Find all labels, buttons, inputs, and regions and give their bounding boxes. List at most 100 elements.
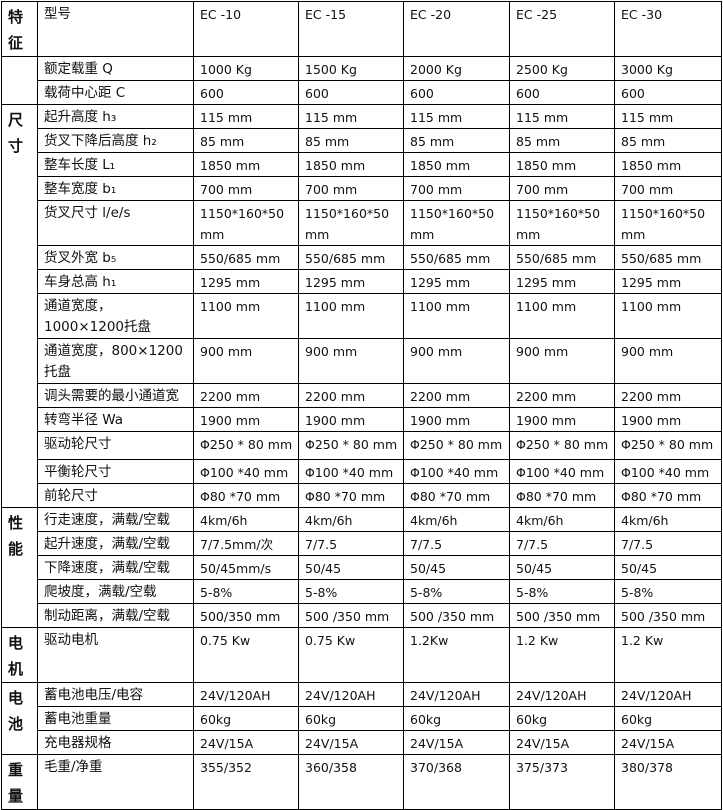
group-label: 性能	[1, 507, 38, 628]
spec-value: 24V/15A	[193, 730, 299, 755]
row-label: 额定载重 Q	[37, 56, 194, 81]
spec-value: 700 mm	[298, 176, 404, 201]
spec-value: 4km/6h	[509, 507, 615, 532]
spec-value: 5-8%	[193, 579, 299, 604]
spec-value: 1.2 Kw	[614, 627, 722, 683]
spec-value: 1295 mm	[614, 269, 722, 294]
spec-value: 60kg	[193, 706, 299, 731]
spec-value: Φ100 *40 mm	[509, 459, 615, 484]
spec-value: 1150*160*50 mm	[298, 200, 404, 246]
spec-value: 900 mm	[298, 338, 404, 384]
group-label: 尺寸	[1, 104, 38, 508]
group-label	[1, 56, 38, 105]
spec-value: 7/7.5	[614, 531, 722, 556]
row-label: 货叉尺寸 l/e/s	[37, 200, 194, 246]
spec-value: 1000 Kg	[193, 56, 299, 81]
spec-value: 85 mm	[403, 128, 510, 153]
spec-value: 360/358	[298, 754, 404, 810]
spec-value: 1850 mm	[403, 152, 510, 177]
table-row: 货叉下降后高度 h₂ 85 mm 85 mm 85 mm 85 mm 85 mm	[2, 128, 722, 153]
spec-value: 60kg	[509, 706, 615, 731]
spec-value: 550/685 mm	[509, 245, 615, 270]
spec-value: Φ100 *40 mm	[614, 459, 722, 484]
spec-value: 60kg	[298, 706, 404, 731]
group-label: 重量	[1, 754, 38, 810]
spec-value: 1900 mm	[298, 407, 404, 432]
row-label: 调头需要的最小通道宽	[37, 383, 194, 408]
row-label: 充电器规格	[37, 730, 194, 755]
table-row: 电机 驱动电机 0.75 Kw 0.75 Kw 1.2Kw 1.2 Kw 1.2 Kw	[1, 627, 722, 683]
spec-value: 24V/15A	[298, 730, 404, 755]
row-label: 通道宽度，800×1200托盘	[37, 338, 194, 384]
spec-value: 1150*160*50 mm	[509, 200, 615, 246]
table-row: 电池 蓄电池电压/电容 24V/120AH 24V/120AH 24V/120AH 24V…	[1, 682, 722, 755]
spec-value: 1850 mm	[298, 152, 404, 177]
spec-value: 4km/6h	[298, 507, 404, 532]
model-header: EC -10	[193, 1, 299, 57]
row-label: 爬坡度，满载/空载	[37, 579, 194, 604]
spec-value: Φ80 *70 mm	[403, 483, 510, 508]
spec-value: 700 mm	[193, 176, 299, 201]
row-label: 平衡轮尺寸	[37, 459, 194, 484]
spec-value: 500 /350 mm	[614, 603, 722, 628]
spec-value: 24V/15A	[509, 730, 615, 755]
table-row: 爬坡度，满载/空载 5-8% 5-8% 5-8% 5-8% 5-8%	[2, 579, 722, 604]
spec-value: 1100 mm	[403, 293, 510, 339]
model-header: EC -30	[614, 1, 722, 57]
table-row: 整车宽度 b₁ 700 mm 700 mm 700 mm 700 mm 700 mm	[2, 176, 722, 201]
spec-value: 7/7.5	[509, 531, 615, 556]
row-label: 载荷中心距 C	[37, 80, 194, 105]
row-label: 毛重/净重	[37, 754, 194, 810]
spec-value: 115 mm	[614, 104, 722, 129]
spec-value: 115 mm	[509, 104, 615, 129]
spec-value: 5-8%	[614, 579, 722, 604]
spec-value: 85 mm	[614, 128, 722, 153]
spec-value: 2200 mm	[403, 383, 510, 408]
spec-value: 1100 mm	[614, 293, 722, 339]
spec-value: 85 mm	[298, 128, 404, 153]
spec-value: 1850 mm	[193, 152, 299, 177]
model-header: EC -20	[403, 1, 510, 57]
spec-value: 355/352	[193, 754, 299, 810]
spec-value: 2200 mm	[614, 383, 722, 408]
spec-value: 370/368	[403, 754, 510, 810]
spec-value: 1295 mm	[403, 269, 510, 294]
table-row: 货叉尺寸 l/e/s 1150*160*50 mm 1150*160*50 mm 11…	[2, 200, 722, 246]
spec-value: 24V/15A	[614, 730, 722, 755]
spec-value: Φ250 * 80 mm	[509, 431, 615, 460]
spec-value: 500/350 mm	[193, 603, 299, 628]
spec-value: 115 mm	[193, 104, 299, 129]
group-label: 电机	[1, 627, 38, 683]
row-label: 制动距离，满载/空载	[37, 603, 194, 628]
spec-value: 550/685 mm	[193, 245, 299, 270]
spec-value: 24V/15A	[403, 730, 510, 755]
row-label: 整车宽度 b₁	[37, 176, 194, 201]
spec-value: 7/7.5	[298, 531, 404, 556]
header-label: 型号	[37, 1, 194, 57]
spec-value: 600	[298, 80, 404, 105]
spec-value: 500 /350 mm	[298, 603, 404, 628]
spec-value: 85 mm	[193, 128, 299, 153]
spec-value: 600	[193, 80, 299, 105]
spec-value: 115 mm	[403, 104, 510, 129]
spec-value: Φ80 *70 mm	[614, 483, 722, 508]
table-row: 前轮尺寸 Φ80 *70 mm Φ80 *70 mm Φ80 *70 mm Φ80 *7…	[2, 483, 722, 508]
row-label: 起升高度 h₃	[37, 104, 194, 129]
spec-value: Φ250 * 80 mm	[193, 431, 299, 460]
spec-value: 900 mm	[193, 338, 299, 384]
spec-value: 600	[509, 80, 615, 105]
spec-value: Φ80 *70 mm	[193, 483, 299, 508]
spec-value: 4km/6h	[403, 507, 510, 532]
row-label: 起升速度，满载/空载	[37, 531, 194, 556]
model-header: EC -25	[509, 1, 615, 57]
spec-value: 50/45	[298, 555, 404, 580]
spec-value: 50/45mm/s	[193, 555, 299, 580]
row-label: 车身总高 h₁	[37, 269, 194, 294]
spec-value: 550/685 mm	[614, 245, 722, 270]
spec-value: 5-8%	[403, 579, 510, 604]
spec-value: 7/7.5mm/次	[193, 531, 299, 556]
table-row: 通道宽度，1000×1200托盘 1100 mm 1100 mm 1100 mm 110…	[2, 293, 722, 339]
spec-value: 7/7.5	[403, 531, 510, 556]
row-label: 前轮尺寸	[37, 483, 194, 508]
